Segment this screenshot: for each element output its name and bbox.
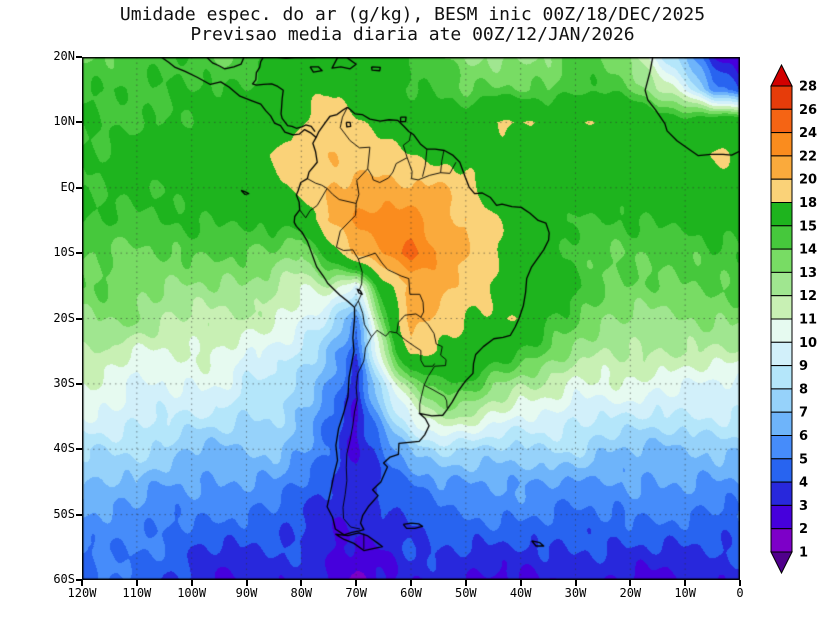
lon-tick-label: 80W [290,586,313,600]
colorbar-tick-label: 10 [799,336,817,351]
colorbar-segment [770,108,793,134]
lon-tick [519,580,522,586]
colorbar-tick-label: 5 [799,452,808,467]
colorbar-segment [770,435,793,460]
lat-tick [76,317,82,320]
colorbar-segment [770,481,793,506]
lat-tick-label: 40S [53,441,75,456]
lon-tick-label: 30W [564,586,587,600]
colorbar-segment [770,341,793,367]
lat-tick-label: EQ [60,179,75,194]
colorbar-tick-label: 6 [799,429,808,444]
colorbar-segment [770,271,793,297]
lon-tick-label: 120W [67,586,97,600]
colorbar-tick-label: 2 [799,522,808,537]
chart-subtitle: Previsao media diaria ate 00Z/12/JAN/202… [190,24,635,45]
lat-tick-label: 10S [53,245,75,260]
lon-tick [629,580,632,586]
lon-tick [574,580,577,586]
colorbar-tick-label: 15 [799,219,817,234]
lat-tick [76,579,82,581]
lon-tick-label: 20W [619,586,642,600]
lon-tick [190,580,193,586]
colorbar-tick-label: 1 [799,546,808,561]
colorbar-segment [770,85,793,110]
lon-tick [245,580,248,586]
lon-tick [81,580,83,586]
lat-tick [76,252,82,255]
colorbar-segment [770,155,793,180]
colorbar-tick-label: 4 [799,476,808,491]
lon-tick-label: 100W [177,586,207,600]
colorbar-tick-label: 13 [799,266,817,281]
colorbar-tick-label: 24 [799,126,817,141]
lon-tick-label: 0 [736,586,744,600]
colorbar-tick-label: 14 [799,243,817,258]
colorbar-segment [770,365,793,390]
lon-tick [464,580,467,586]
colorbar-tick-label: 9 [799,359,808,374]
lat-tick-label: 20N [53,49,75,63]
lat-tick-label: 50S [53,506,75,521]
lon-tick-label: 50W [454,586,477,600]
colorbar-tick-label: 18 [799,196,817,211]
colorbar-segment [770,295,793,320]
colorbar-tick-label: 7 [799,406,808,421]
colorbar-segment [770,528,793,553]
lon-tick-label: 10W [674,586,696,600]
colorbar-segment [770,202,793,227]
chart-title: Umidade espec. do ar (g/kg), BESM inic 0… [119,4,706,25]
colorbar-segment [770,388,793,413]
humidity-heatmap-canvas [82,57,740,580]
colorbar-tick-label: 3 [799,499,808,514]
lat-tick [76,121,82,124]
lat-tick [76,56,82,58]
lon-tick-label: 90W [235,586,258,600]
colorbar-tick-label: 28 [799,80,817,95]
plot-area [82,57,740,580]
colorbar-segment [770,132,793,157]
colorbar-tick-label: 11 [799,313,817,328]
lat-tick-label: 30S [53,375,75,390]
lon-tick-label: 70W [345,586,367,600]
lat-tick-label: 60S [53,572,75,586]
colorbar-segment [770,504,793,530]
colorbar-tick-label: 22 [799,149,817,164]
lon-tick [739,580,741,586]
colorbar-segment [770,178,793,203]
lat-tick [76,448,82,451]
colorbar-tick-label: 26 [799,103,817,118]
lon-tick [355,580,358,586]
lon-tick-label: 60W [400,586,422,600]
lon-tick [300,580,303,586]
lon-tick-label: 40W [509,586,532,600]
lat-tick-label: 20S [53,310,75,325]
colorbar-segment [770,225,793,250]
colorbar-segment [770,248,793,273]
lat-tick [76,513,82,516]
lat-tick [76,382,82,385]
colorbar-segment [770,318,793,343]
lon-tick [410,580,412,586]
lat-tick-label: 10N [53,114,75,129]
colorbar: 28 26 24 22 20 18 15 14 13 12 11 10 9 8 7 6 5 4 3 2 1 [770,63,825,579]
colorbar-tick-label: 8 [799,382,808,397]
colorbar-segment [770,458,793,483]
lat-tick [76,186,82,189]
colorbar-arrow-up [770,63,793,87]
lon-tick-label: 110W [122,586,152,600]
lon-tick [135,580,138,586]
colorbar-arrow-down [770,551,793,575]
lon-tick [684,580,687,586]
colorbar-tick-label: 20 [799,173,817,188]
colorbar-tick-label: 12 [799,289,817,304]
colorbar-segment [770,411,793,437]
